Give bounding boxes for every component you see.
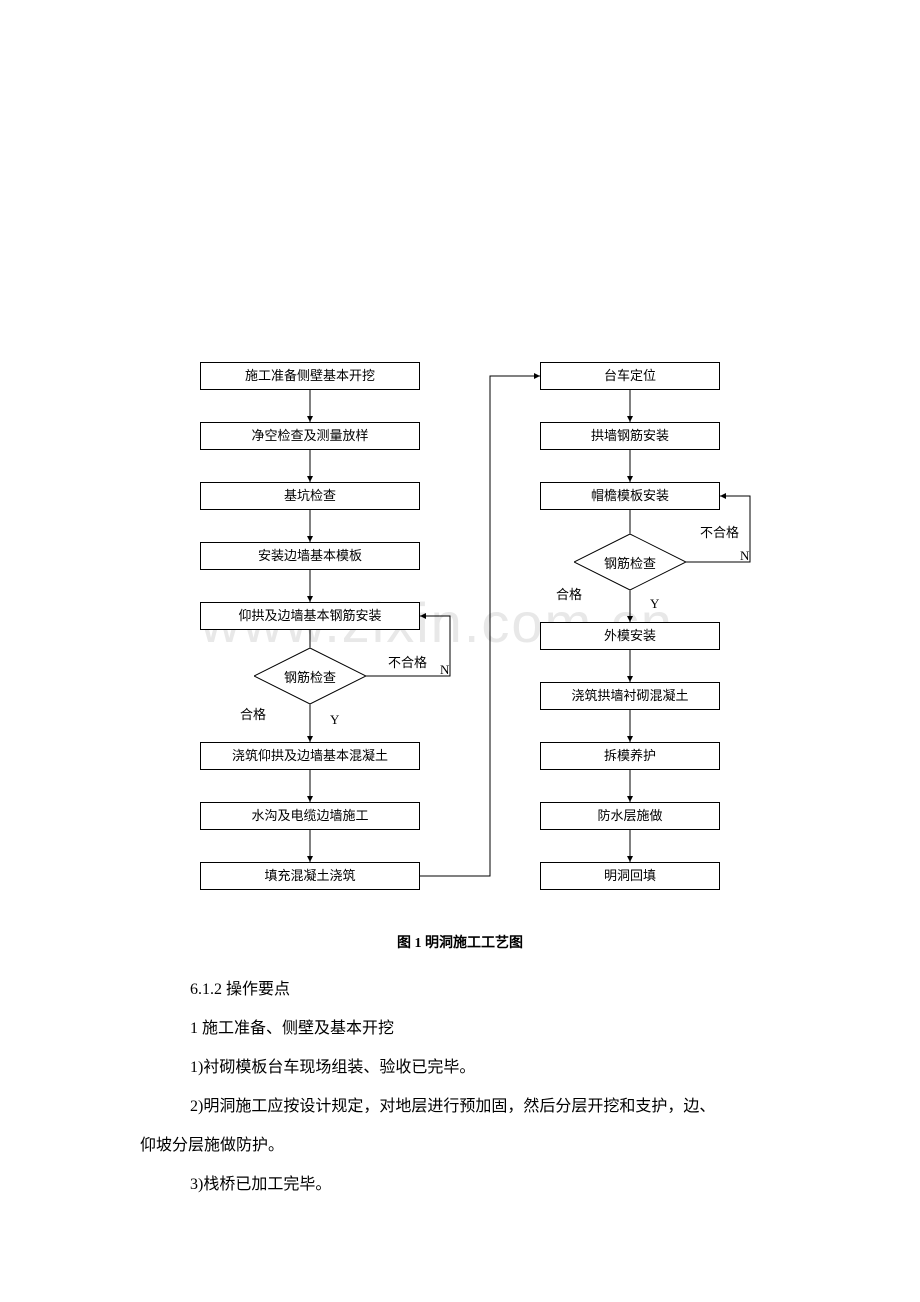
node-label: 填充混凝土浇筑 bbox=[264, 868, 355, 884]
node-label: 明洞回填 bbox=[604, 868, 656, 884]
node-l7: 浇筑仰拱及边墙基本混凝土 bbox=[200, 742, 420, 770]
node-r7: 拆模养护 bbox=[540, 742, 720, 770]
node-r6: 浇筑拱墙衬砌混凝土 bbox=[540, 682, 720, 710]
node-label: 帽檐模板安装 bbox=[591, 488, 669, 504]
node-l4: 安装边墙基本模板 bbox=[200, 542, 420, 570]
edge-label-y1: Y bbox=[330, 712, 339, 728]
flowchart-container: 施工准备侧壁基本开挖 净空检查及测量放样 基坑检查 安装边墙基本模板 仰拱及边墙… bbox=[180, 362, 760, 912]
node-l8: 水沟及电缆边墙施工 bbox=[200, 802, 420, 830]
diamond-label: 钢筋检查 bbox=[604, 553, 656, 572]
paragraph-3: 1)衬砌模板台车现场组装、验收已完毕。 bbox=[158, 1050, 778, 1087]
node-label: 外模安装 bbox=[604, 628, 656, 644]
node-r3: 帽檐模板安装 bbox=[540, 482, 720, 510]
node-r2: 拱墙钢筋安装 bbox=[540, 422, 720, 450]
node-label: 基坑检查 bbox=[284, 488, 336, 504]
paragraph-2: 1 施工准备、侧壁及基本开挖 bbox=[158, 1011, 778, 1048]
node-label: 仰拱及边墙基本钢筋安装 bbox=[238, 608, 381, 624]
figure-caption: 图 1 明洞施工工艺图 bbox=[0, 932, 920, 952]
node-r8: 防水层施做 bbox=[540, 802, 720, 830]
paragraph-5: 3)栈桥已加工完毕。 bbox=[158, 1167, 778, 1204]
edge-label-y2: Y bbox=[650, 596, 659, 612]
node-r9: 明洞回填 bbox=[540, 862, 720, 890]
edge-label-pass-left: 合格 bbox=[240, 704, 266, 723]
node-label: 水沟及电缆边墙施工 bbox=[251, 808, 368, 824]
node-label: 净空检查及测量放样 bbox=[251, 428, 368, 444]
node-label: 施工准备侧壁基本开挖 bbox=[245, 368, 375, 384]
paragraph-1: 6.1.2 操作要点 bbox=[158, 972, 778, 1009]
edge-label-pass-right: 合格 bbox=[556, 584, 582, 603]
paragraph-4b: 仰坡分层施做防护。 bbox=[140, 1128, 780, 1165]
node-l6-diamond: 钢筋检查 bbox=[254, 648, 366, 704]
node-label: 拱墙钢筋安装 bbox=[591, 428, 669, 444]
node-label: 安装边墙基本模板 bbox=[258, 548, 362, 564]
node-l5: 仰拱及边墙基本钢筋安装 bbox=[200, 602, 420, 630]
node-l2: 净空检查及测量放样 bbox=[200, 422, 420, 450]
edge-label-fail-left: 不合格 bbox=[388, 652, 427, 671]
node-label: 防水层施做 bbox=[597, 808, 662, 824]
node-r5: 外模安装 bbox=[540, 622, 720, 650]
node-label: 拆模养护 bbox=[604, 748, 656, 764]
edge-label-n2: N bbox=[740, 548, 749, 564]
node-l3: 基坑检查 bbox=[200, 482, 420, 510]
paragraph-4: 2)明洞施工应按设计规定，对地层进行预加固，然后分层开挖和支护，边、 bbox=[158, 1089, 778, 1126]
edge-label-n1: N bbox=[440, 662, 449, 678]
node-l1: 施工准备侧壁基本开挖 bbox=[200, 362, 420, 390]
node-r4-diamond: 钢筋检查 bbox=[574, 534, 686, 590]
node-r1: 台车定位 bbox=[540, 362, 720, 390]
edge-label-fail-right: 不合格 bbox=[700, 522, 739, 541]
node-label: 台车定位 bbox=[604, 368, 656, 384]
diamond-label: 钢筋检查 bbox=[284, 667, 336, 686]
node-label: 浇筑拱墙衬砌混凝土 bbox=[571, 688, 688, 704]
node-label: 浇筑仰拱及边墙基本混凝土 bbox=[232, 748, 388, 764]
node-l9: 填充混凝土浇筑 bbox=[200, 862, 420, 890]
